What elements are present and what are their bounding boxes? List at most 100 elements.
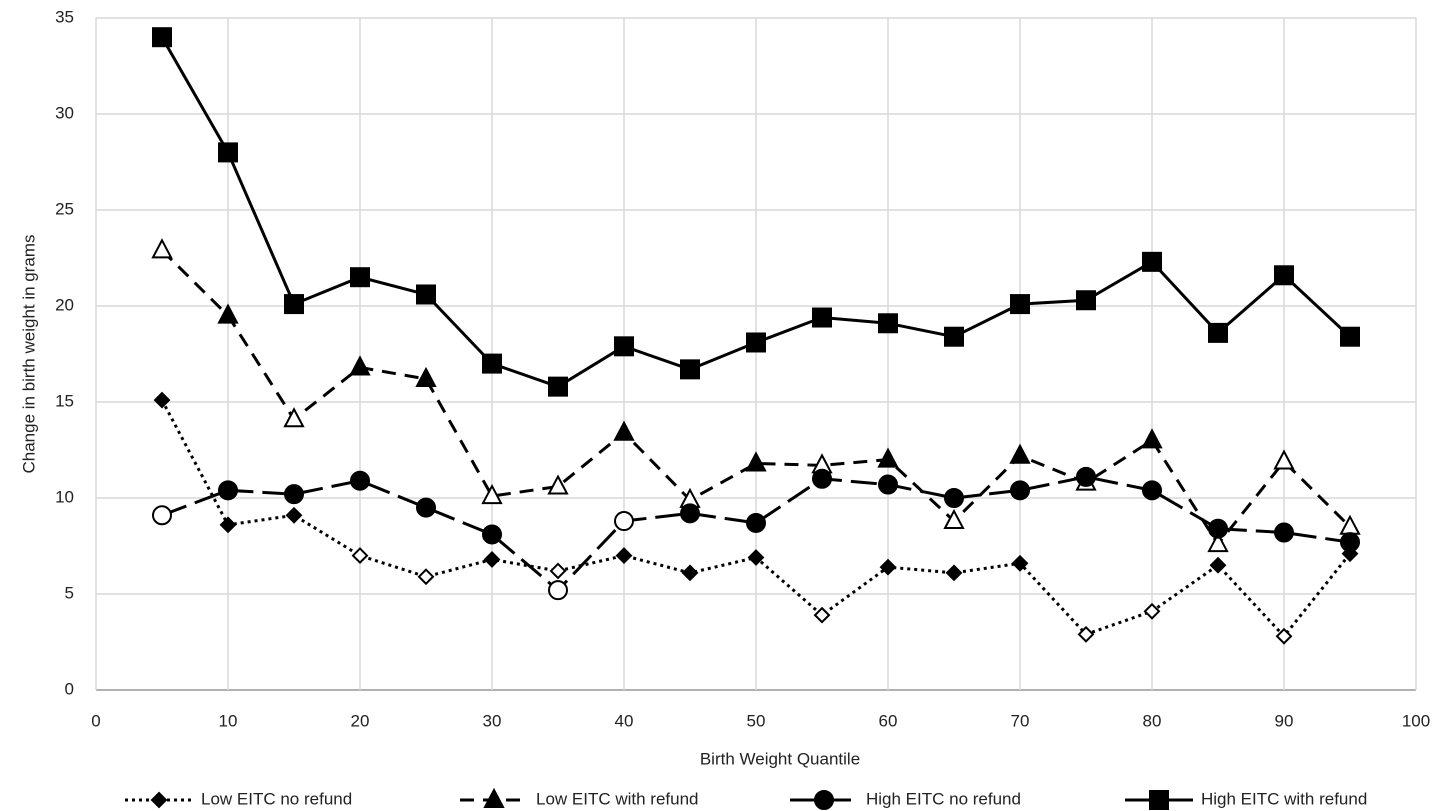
legend-label: High EITC no refund bbox=[866, 789, 1021, 808]
marker bbox=[943, 508, 965, 530]
legend-marker bbox=[483, 787, 505, 808]
legend-marker bbox=[814, 790, 834, 810]
marker bbox=[813, 606, 831, 624]
marker bbox=[218, 480, 238, 501]
marker bbox=[1077, 625, 1095, 643]
legend-label: High EITC with refund bbox=[1201, 789, 1367, 808]
marker bbox=[747, 549, 765, 566]
marker bbox=[152, 505, 172, 526]
marker bbox=[417, 568, 435, 586]
series bbox=[152, 27, 1360, 397]
legend-item: Low EITC no refund bbox=[125, 789, 352, 808]
marker bbox=[1340, 532, 1360, 553]
marker bbox=[1275, 627, 1293, 645]
marker bbox=[1209, 556, 1227, 574]
marker bbox=[812, 468, 832, 489]
marker bbox=[351, 547, 369, 565]
marker bbox=[944, 326, 964, 347]
marker bbox=[152, 27, 172, 48]
marker bbox=[879, 558, 897, 576]
marker bbox=[877, 447, 899, 468]
x-tick-label: 80 bbox=[1143, 711, 1162, 730]
marker bbox=[1142, 251, 1162, 272]
series bbox=[153, 391, 1359, 645]
legend-item: Low EITC with refund bbox=[460, 787, 699, 808]
marker bbox=[349, 355, 371, 376]
legend-item: High EITC no refund bbox=[790, 789, 1021, 810]
legend-label: Low EITC with refund bbox=[536, 789, 699, 808]
x-tick-label: 60 bbox=[879, 711, 898, 730]
x-tick-label: 40 bbox=[615, 711, 634, 730]
marker bbox=[482, 353, 502, 374]
marker bbox=[944, 488, 964, 508]
x-tick-label: 30 bbox=[483, 711, 502, 730]
marker bbox=[481, 483, 503, 505]
marker bbox=[1207, 531, 1229, 553]
marker bbox=[1274, 265, 1294, 286]
y-tick-label: 10 bbox=[55, 487, 74, 506]
y-tick-label: 0 bbox=[65, 679, 74, 698]
marker bbox=[745, 451, 767, 472]
x-tick-label: 10 bbox=[219, 711, 238, 730]
marker bbox=[613, 420, 635, 441]
marker bbox=[614, 511, 634, 532]
marker bbox=[284, 294, 304, 315]
marker bbox=[878, 313, 898, 334]
x-tick-label: 70 bbox=[1011, 711, 1030, 730]
marker bbox=[218, 142, 238, 163]
marker bbox=[1340, 326, 1360, 347]
marker bbox=[548, 376, 568, 397]
legend-item: High EITC with refund bbox=[1125, 789, 1367, 810]
legend-label: Low EITC no refund bbox=[201, 789, 352, 808]
marker bbox=[151, 238, 173, 259]
marker bbox=[1009, 443, 1031, 464]
marker bbox=[548, 580, 568, 601]
marker bbox=[746, 332, 766, 353]
marker bbox=[945, 564, 963, 582]
marker bbox=[878, 474, 898, 495]
marker bbox=[614, 336, 634, 357]
marker bbox=[482, 524, 502, 545]
x-tick-label: 90 bbox=[1275, 711, 1294, 730]
marker bbox=[1208, 322, 1228, 343]
y-tick-label: 25 bbox=[55, 199, 74, 218]
marker bbox=[1274, 522, 1294, 543]
marker bbox=[1076, 466, 1096, 487]
y-tick-label: 30 bbox=[55, 103, 74, 122]
marker bbox=[350, 470, 370, 491]
marker bbox=[1076, 290, 1096, 311]
marker bbox=[217, 303, 239, 324]
x-tick-label: 100 bbox=[1402, 711, 1430, 730]
marker bbox=[153, 391, 171, 409]
marker bbox=[1142, 480, 1162, 501]
marker bbox=[1011, 554, 1029, 572]
y-tick-label: 5 bbox=[65, 583, 74, 602]
marker bbox=[746, 512, 766, 533]
series bbox=[152, 466, 1360, 601]
marker bbox=[285, 506, 303, 524]
marker bbox=[549, 562, 567, 580]
marker bbox=[416, 497, 436, 518]
x-axis-title: Birth Weight Quantile bbox=[700, 749, 860, 768]
marker bbox=[1010, 294, 1030, 315]
marker bbox=[680, 503, 700, 524]
marker bbox=[1010, 480, 1030, 501]
y-tick-label: 15 bbox=[55, 391, 74, 410]
y-tick-label: 20 bbox=[55, 295, 74, 314]
marker bbox=[547, 474, 569, 495]
marker bbox=[1141, 428, 1163, 449]
marker bbox=[416, 284, 436, 305]
x-tick-label: 20 bbox=[351, 711, 370, 730]
y-axis-title: Change in birth weight in grams bbox=[19, 234, 38, 473]
y-tick-label: 35 bbox=[55, 7, 74, 26]
marker bbox=[1208, 518, 1228, 539]
marker bbox=[812, 307, 832, 328]
legend-marker bbox=[1149, 790, 1169, 810]
x-tick-label: 0 bbox=[91, 711, 100, 730]
marker bbox=[283, 407, 305, 428]
marker bbox=[284, 484, 304, 505]
marker bbox=[681, 564, 699, 582]
marker bbox=[680, 359, 700, 380]
x-tick-label: 50 bbox=[747, 711, 766, 730]
marker bbox=[1273, 449, 1295, 470]
